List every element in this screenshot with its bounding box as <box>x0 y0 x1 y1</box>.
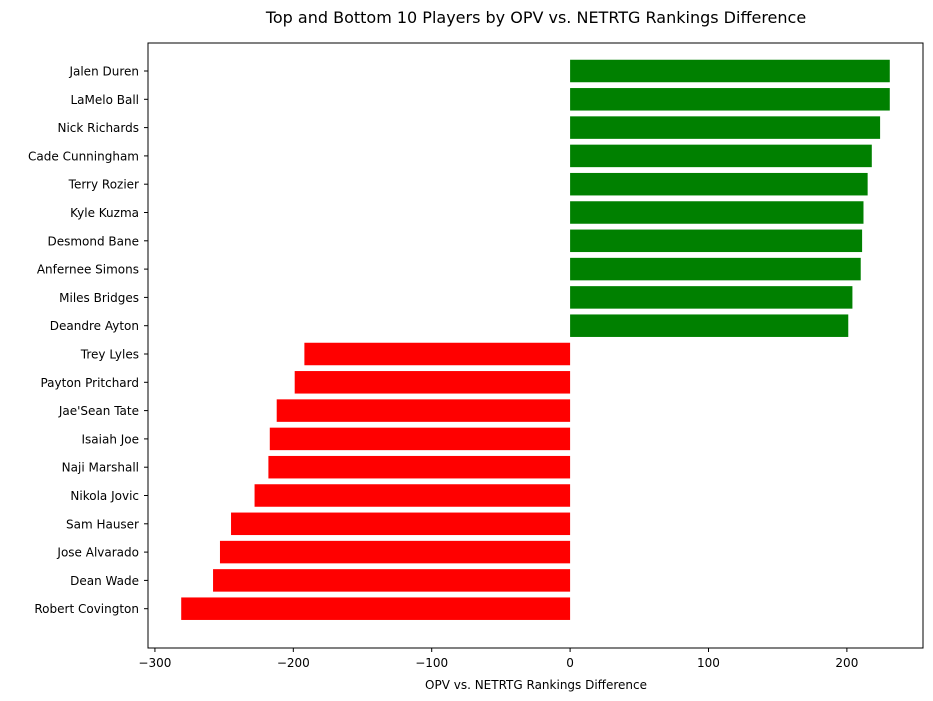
bars-group <box>181 59 890 620</box>
chart-title: Top and Bottom 10 Players by OPV vs. NET… <box>265 8 806 27</box>
bar-naji-marshall <box>268 455 571 479</box>
bar-deandre-ayton <box>570 314 849 337</box>
y-axis-ticks: Jalen Duren LaMelo Ball Nick Richards Cade … <box>28 65 148 616</box>
bar-jose-alvarado <box>219 540 571 564</box>
x-tick-label: −200 <box>277 656 310 670</box>
bar-cade-cunningham <box>570 144 872 168</box>
y-tick-label: Cade Cunningham <box>28 149 139 163</box>
x-tick-label: 200 <box>835 656 858 670</box>
bar-lamelo-ball <box>570 88 890 111</box>
plot-frame <box>147 42 924 649</box>
bar-anfernee-simons <box>570 257 861 281</box>
y-tick-label: Nikola Jovic <box>70 489 139 503</box>
bar-robert-covington <box>181 597 571 620</box>
y-tick-label: Kyle Kuzma <box>70 206 139 220</box>
bar-jalen-duren <box>570 59 890 83</box>
y-tick-label: Sam Hauser <box>66 517 139 531</box>
x-axis-label: OPV vs. NETRTG Rankings Difference <box>425 678 647 692</box>
bar-trey-lyles <box>304 342 571 366</box>
x-tick-label: 100 <box>697 656 720 670</box>
y-tick-label: Jalen Duren <box>68 65 139 79</box>
y-tick-label: Anfernee Simons <box>37 263 139 277</box>
bar-terry-rozier <box>570 172 868 196</box>
x-axis-ticks: −300 −200 −100 0 100 200 <box>138 648 858 670</box>
y-tick-label: Dean Wade <box>70 574 139 588</box>
bar-miles-bridges <box>570 286 853 309</box>
x-tick-label: −300 <box>138 656 171 670</box>
bar-kyle-kuzma <box>570 201 864 224</box>
y-tick-label: Trey Lyles <box>80 348 139 362</box>
y-tick-label: Desmond Bane <box>47 234 139 248</box>
y-tick-label: Deandre Ayton <box>50 319 139 333</box>
bar-payton-pritchard <box>294 371 571 394</box>
x-tick-label: −100 <box>415 656 448 670</box>
bar-sam-hauser <box>231 512 571 536</box>
bar-nick-richards <box>570 116 881 139</box>
y-tick-label: Jae'Sean Tate <box>58 404 139 418</box>
y-tick-label: Nick Richards <box>58 121 140 135</box>
y-tick-label: Robert Covington <box>34 602 139 616</box>
y-tick-label: Terry Rozier <box>68 178 139 192</box>
y-tick-label: LaMelo Ball <box>70 93 139 107</box>
bar-jae-sean-tate <box>276 399 571 422</box>
bar-isaiah-joe <box>269 427 571 451</box>
y-tick-label: Naji Marshall <box>62 461 139 475</box>
y-tick-label: Miles Bridges <box>59 291 139 305</box>
y-tick-label: Isaiah Joe <box>81 432 139 446</box>
bar-nikola-jovic <box>254 484 571 507</box>
x-tick-label: 0 <box>566 656 574 670</box>
bar-dean-wade <box>213 569 571 592</box>
y-tick-label: Jose Alvarado <box>56 546 139 560</box>
y-tick-label: Payton Pritchard <box>40 376 139 390</box>
bar-desmond-bane <box>570 229 863 253</box>
